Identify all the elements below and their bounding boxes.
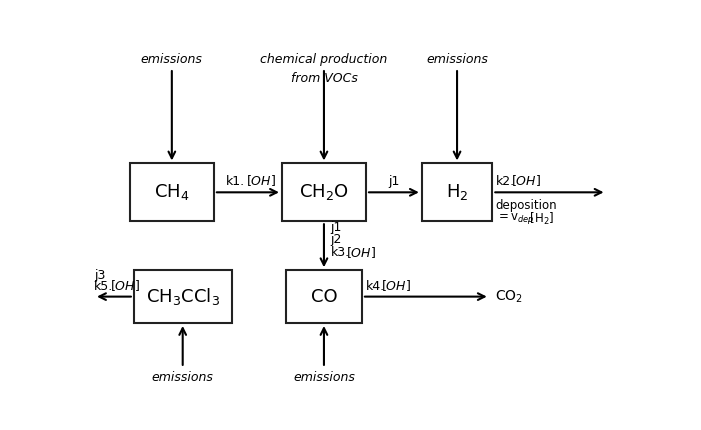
Text: .$[\mathrm{H}_2]$: .$[\mathrm{H}_2]$ xyxy=(526,211,554,227)
Text: $\it{[OH]}$: $\it{[OH]}$ xyxy=(111,278,140,293)
FancyBboxPatch shape xyxy=(422,163,492,221)
Text: j2: j2 xyxy=(330,233,342,246)
Text: emissions: emissions xyxy=(141,52,203,65)
Text: k3.: k3. xyxy=(330,246,350,259)
Text: k1.: k1. xyxy=(226,175,245,188)
FancyBboxPatch shape xyxy=(130,163,214,221)
Text: j1: j1 xyxy=(330,221,342,234)
Text: $\it{[OH]}$: $\it{[OH]}$ xyxy=(346,245,376,260)
Text: $=\mathrm{v}_{dep}$: $=\mathrm{v}_{dep}$ xyxy=(496,211,534,225)
Text: j1: j1 xyxy=(388,175,400,188)
Text: CH$_2$O: CH$_2$O xyxy=(299,182,349,203)
Text: CH$_3$CCl$_3$: CH$_3$CCl$_3$ xyxy=(146,286,219,307)
Text: k4.: k4. xyxy=(367,280,386,293)
Text: CH$_4$: CH$_4$ xyxy=(154,182,189,203)
Text: chemical production: chemical production xyxy=(260,52,388,65)
Text: k2.: k2. xyxy=(496,175,515,188)
FancyBboxPatch shape xyxy=(134,270,231,323)
Text: H$_2$: H$_2$ xyxy=(446,182,468,203)
Text: deposition: deposition xyxy=(496,199,557,212)
Text: $\it{[OH]}$: $\it{[OH]}$ xyxy=(511,173,540,188)
Text: k5.: k5. xyxy=(94,280,114,293)
Text: CO: CO xyxy=(311,288,337,306)
Text: from VOCs: from VOCs xyxy=(290,72,358,86)
Text: CO$_2$: CO$_2$ xyxy=(495,289,523,305)
Text: $\it{[OH]}$: $\it{[OH]}$ xyxy=(381,278,411,293)
Text: emissions: emissions xyxy=(151,371,214,384)
Text: emissions: emissions xyxy=(293,371,355,384)
FancyBboxPatch shape xyxy=(282,163,366,221)
FancyBboxPatch shape xyxy=(286,270,362,323)
Text: $\it{[OH]}$: $\it{[OH]}$ xyxy=(246,173,276,188)
Text: j3: j3 xyxy=(94,269,106,282)
Text: emissions: emissions xyxy=(426,52,488,65)
